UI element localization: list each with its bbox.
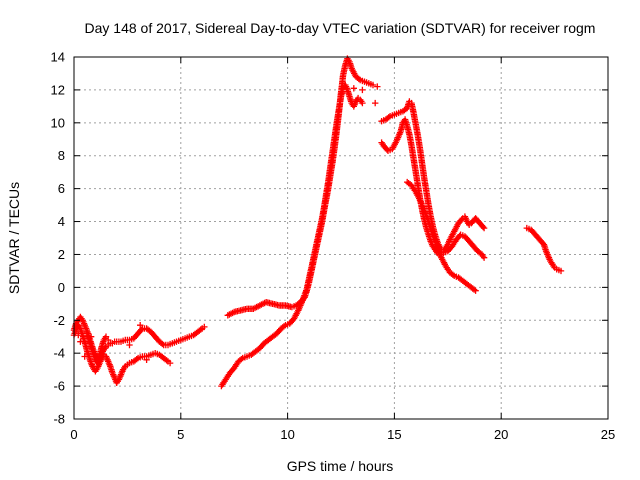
- data-point: [75, 331, 82, 339]
- data-point: [159, 340, 166, 348]
- y-tick-label: -8: [53, 412, 65, 427]
- x-tick-label: 0: [70, 427, 77, 442]
- x-tick-label: 25: [601, 427, 615, 442]
- data-point: [77, 338, 84, 345]
- tick-labels: 0 5 10 15 20 25 -8 -6 -4 -2 0 2 4 6 8 10 12 14: [51, 50, 616, 443]
- data-point: [87, 333, 95, 340]
- data-point: [472, 287, 479, 294]
- data-point: [102, 333, 110, 340]
- data-point: [359, 86, 366, 94]
- data-point: [133, 356, 140, 363]
- data-point: [166, 359, 174, 367]
- x-axis-label: GPS time / hours: [287, 458, 394, 474]
- y-tick-label: -6: [53, 379, 65, 394]
- data-point: [480, 254, 488, 261]
- plot-frame: [73, 56, 609, 420]
- y-tick-label: 2: [58, 247, 65, 262]
- axis-ticks: [73, 56, 609, 420]
- data-point: [480, 224, 488, 232]
- data-point: [369, 81, 377, 89]
- y-tick-label: 6: [58, 181, 65, 196]
- data-point: [350, 85, 357, 92]
- y-tick-label: 0: [58, 280, 65, 295]
- data-point: [374, 83, 381, 90]
- y-tick-label: 4: [58, 214, 65, 229]
- y-tick-label: -2: [53, 313, 65, 328]
- data-point: [143, 356, 150, 363]
- x-tick-label: 15: [387, 427, 401, 442]
- data-point: [137, 322, 144, 329]
- y-tick-label: 8: [58, 148, 65, 163]
- data-point: [126, 341, 133, 349]
- data-point: [105, 336, 112, 344]
- data-point: [449, 271, 456, 278]
- y-tick-label: -4: [53, 346, 65, 361]
- y-axis-label: SDTVAR / TECUs: [6, 182, 22, 294]
- data-point: [372, 99, 379, 107]
- y-tick-label: 12: [51, 82, 65, 97]
- data-point: [138, 326, 145, 333]
- data-point: [81, 353, 88, 360]
- data-point: [385, 114, 392, 121]
- x-tick-label: 20: [494, 427, 508, 442]
- chart-title: Day 148 of 2017, Sidereal Day-to-day VTE…: [85, 20, 596, 36]
- data-point: [238, 356, 245, 363]
- x-tick-label: 10: [280, 427, 294, 442]
- data-point: [359, 99, 366, 107]
- data-points: [70, 55, 565, 390]
- data-point: [557, 267, 565, 275]
- y-tick-label: 10: [51, 115, 65, 130]
- data-point: [98, 345, 105, 352]
- data-point: [163, 357, 170, 364]
- y-tick-label: 14: [51, 50, 65, 65]
- data-point: [479, 223, 487, 231]
- data-point: [201, 323, 208, 331]
- data-point: [355, 75, 362, 83]
- x-tick-label: 5: [177, 427, 184, 442]
